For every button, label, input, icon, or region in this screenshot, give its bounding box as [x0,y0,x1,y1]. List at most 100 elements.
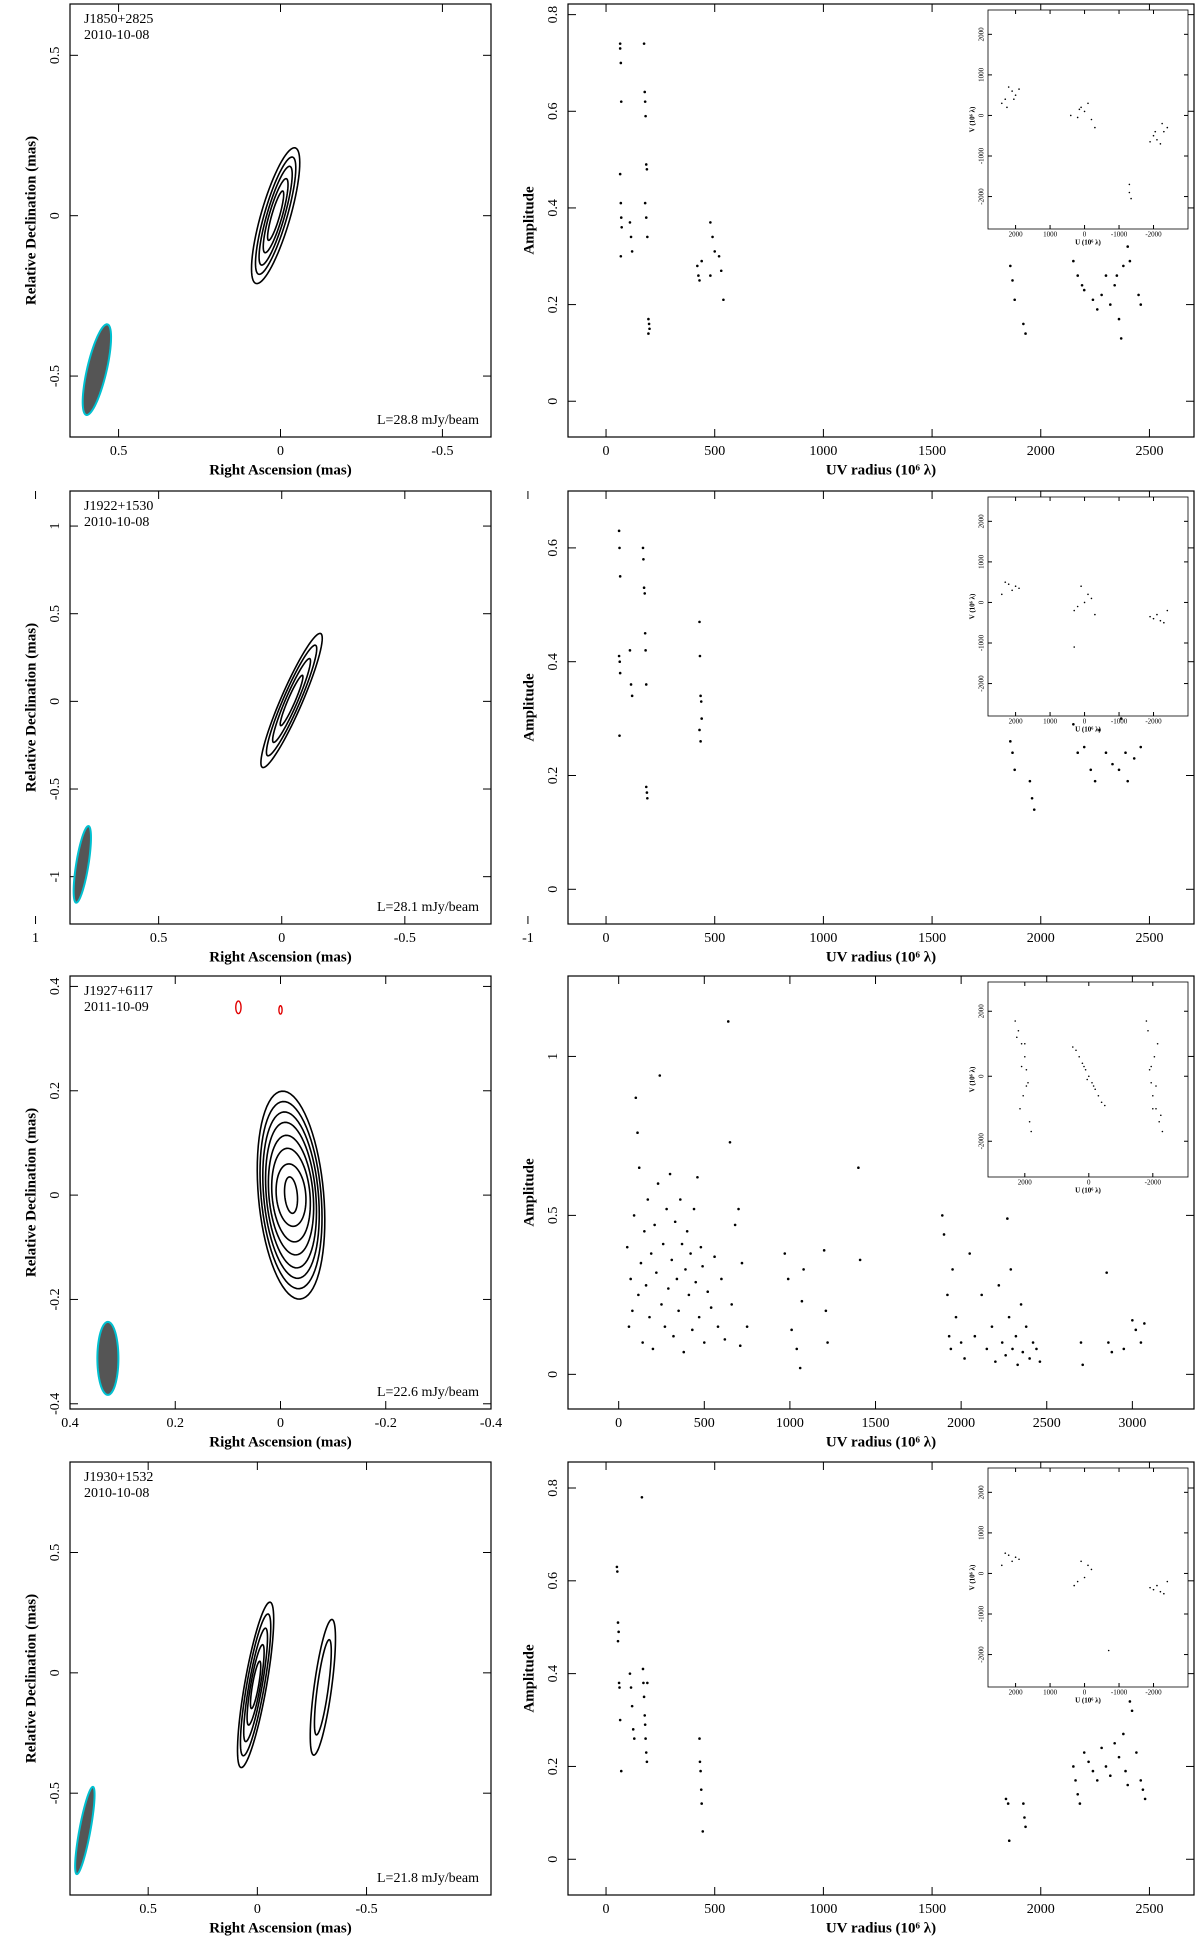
point [643,90,647,94]
point [1006,1217,1009,1220]
point [644,1737,647,1740]
point [946,1293,949,1297]
x-tick-label: 1000 [1043,1689,1058,1697]
uv-point [1014,585,1017,588]
point [1087,1760,1090,1764]
point [783,1252,787,1255]
uv-point [1073,1584,1076,1587]
x-axis-title: U (10⁶ λ) [1075,1187,1101,1195]
point [1105,1271,1108,1274]
x-tick-label: 3000 [1118,1416,1146,1431]
plot-frame [69,975,492,1410]
point [1141,1788,1145,1791]
x-tick-label: 2000 [1009,231,1024,239]
y-tick-label: 0 [978,600,986,604]
scatter-panel: 0 500 1000 1500 2000 2500 0 0.2 0.4 0.6 0.8 UV radi… [521,1461,1195,1936]
point [645,167,649,171]
point [644,1751,648,1754]
inset-frame [987,1467,1189,1688]
y-tick-label: 0.2 [546,767,561,785]
point [642,557,645,561]
point [822,1249,826,1252]
x-tick-label: 0.2 [167,1416,185,1431]
uv-point [1081,1062,1084,1065]
point [617,529,621,533]
point [699,1769,702,1773]
uv-point [1072,1046,1074,1048]
uv-point [1083,110,1086,113]
y-tick-label: -2000 [978,675,986,692]
uv-coverage-inset: 2000 1000 0 -1000 -2000 -2000 -1000 0 1000 2000 U … [969,496,1189,734]
point [1072,259,1075,263]
uv-point [1153,1055,1156,1058]
uv-point [1154,130,1157,133]
y-tick-label: 1000 [978,554,986,569]
point [642,42,646,45]
contour-panel: 1 0.5 0 -0.5 -1 -1 -0.5 0 0.5 1 Right Ascension (m… [23,490,534,965]
point [713,1255,716,1259]
point [800,1299,804,1303]
point [653,1223,656,1227]
point [1139,745,1143,749]
uv-point [1100,1101,1103,1104]
x-tick-label: 1500 [918,1902,946,1917]
point [697,274,700,277]
uv-point [1149,141,1151,143]
uv-point [1128,191,1131,194]
point [1000,1341,1004,1344]
point [790,1328,793,1332]
point [698,654,702,658]
uv-point [1107,1649,1110,1652]
point [694,1280,698,1284]
point [687,1293,691,1297]
plot-frame [567,3,1195,438]
y-axis-title: Amplitude [521,1644,537,1713]
uv-point [1094,126,1096,129]
point [643,201,647,205]
y-tick-label: 2000 [978,1004,986,1019]
y-tick-label: 1000 [978,1525,986,1540]
contour [254,156,297,276]
y-tick-label: 0.8 [546,1479,561,1497]
point [689,1252,692,1255]
point [685,1229,689,1233]
point [643,631,647,635]
uv-point [1078,108,1081,111]
point [682,1350,686,1354]
point [698,1760,702,1764]
point [1104,751,1108,755]
point [1122,1347,1126,1351]
point [618,42,622,45]
point [1091,298,1095,302]
x-tick-label: -1000 [1111,1689,1128,1697]
contour [309,1618,337,1756]
uv-point [1004,1552,1007,1554]
x-tick-label: -2000 [1145,1179,1162,1187]
y-axis-title: Relative Declination (mas) [23,1108,39,1277]
uv-point [1090,597,1093,600]
point [963,1357,966,1360]
uv-point [1149,1586,1151,1589]
point [656,1182,660,1185]
point [632,1737,636,1740]
point [619,216,623,219]
point [1082,745,1086,749]
uv-point [1075,1049,1077,1052]
uv-point [1160,1114,1162,1117]
x-tick-label: 1 [32,931,39,946]
point [1072,722,1075,726]
x-tick-label: 500 [704,1902,725,1917]
inset-frame [987,496,1189,717]
x-axis-title: Right Ascension (mas) [209,462,352,478]
y-tick-label: 1 [48,523,63,530]
x-tick-label: -2000 [1145,718,1162,726]
point [619,100,623,103]
x-tick-label: 1500 [862,1416,890,1431]
point [617,1681,621,1685]
point [1076,751,1080,755]
point [699,740,702,743]
point [660,1303,663,1306]
uv-point [1011,1560,1013,1563]
point [1134,1328,1138,1332]
point [1014,1334,1018,1338]
